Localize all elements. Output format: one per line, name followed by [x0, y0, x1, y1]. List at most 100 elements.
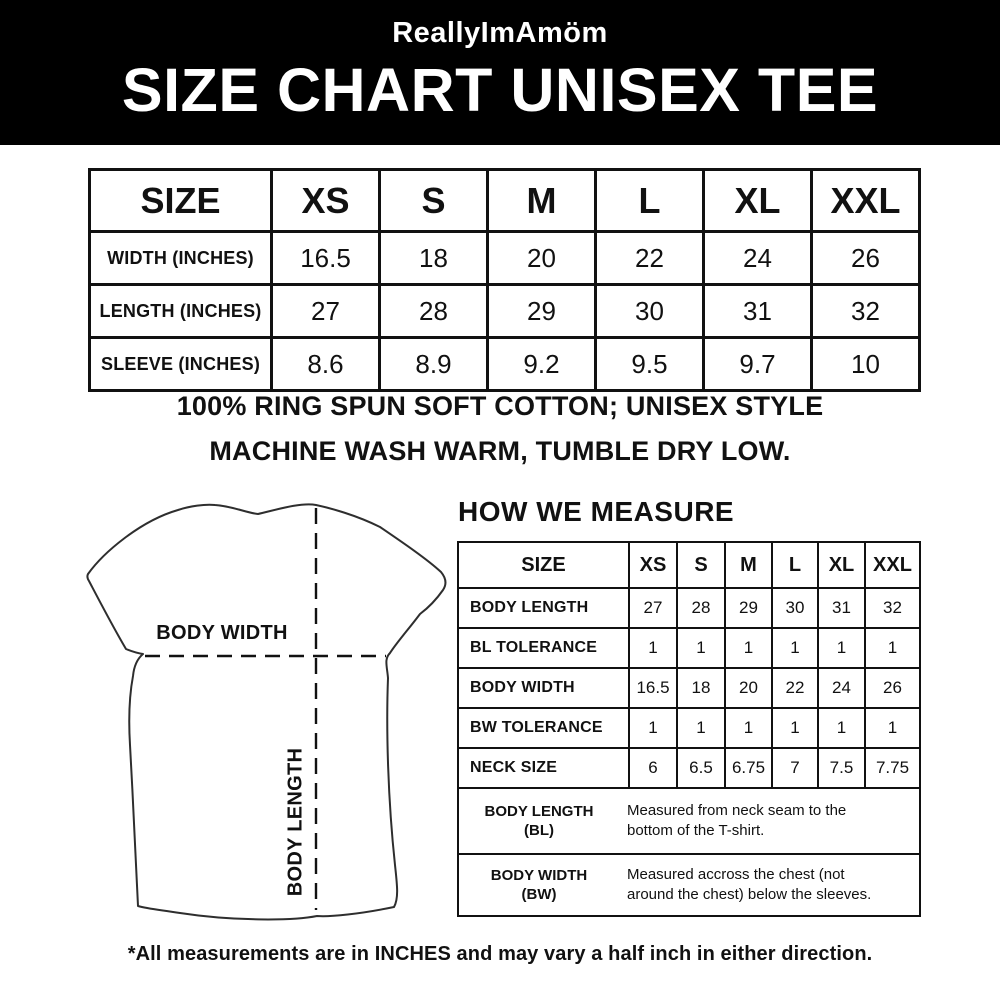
- row-label-cell: WIDTH (INCHES): [88, 230, 273, 286]
- value-cell: 27: [270, 283, 381, 339]
- value-cell: 1: [771, 707, 819, 749]
- value-cell: 31: [702, 283, 813, 339]
- measure-col-header: XL: [817, 541, 866, 589]
- value-cell: 31: [817, 587, 866, 629]
- definition-term-text: BODY LENGTH: [484, 802, 594, 820]
- size-table: SIZE XS S M L XL XXL WIDTH (INCHES) 16.5…: [88, 168, 921, 392]
- value-cell: 9.2: [486, 336, 597, 392]
- measure-table-header-row: SIZE XS S M L XL XXL: [457, 541, 921, 589]
- value-cell: 20: [486, 230, 597, 286]
- measure-col-header: XXL: [864, 541, 921, 589]
- value-cell: 1: [864, 627, 921, 669]
- value-cell: 32: [864, 587, 921, 629]
- value-cell: 26: [864, 667, 921, 709]
- size-col-header: XXL: [810, 168, 921, 233]
- size-col-header: S: [378, 168, 489, 233]
- value-cell: 1: [628, 707, 678, 749]
- value-cell: 24: [702, 230, 813, 286]
- row-label-cell: BW TOLERANCE: [457, 707, 630, 749]
- definition-cell: BODY LENGTH (BL) Measured from neck seam…: [457, 787, 921, 855]
- table-row-bw-tolerance: BW TOLERANCE 1 1 1 1 1 1: [457, 707, 921, 749]
- body-width-label: BODY WIDTH: [156, 622, 288, 644]
- table-row-body-width: BODY WIDTH 16.5 18 20 22 24 26: [457, 667, 921, 709]
- definition-term-abbr: (BW): [521, 886, 557, 903]
- how-we-measure-heading: HOW WE MEASURE: [458, 496, 735, 527]
- size-col-header: M: [486, 168, 597, 233]
- definition: BODY LENGTH (BL) Measured from neck seam…: [459, 789, 919, 853]
- value-cell: 9.7: [702, 336, 813, 392]
- care-line-2: MACHINE WASH WARM, TUMBLE DRY LOW.: [209, 436, 791, 466]
- value-cell: 18: [676, 667, 726, 709]
- value-cell: 1: [676, 627, 726, 669]
- body-length-label: BODY LENGTH: [284, 747, 307, 897]
- value-cell: 6: [628, 747, 678, 789]
- table-row-sleeve: SLEEVE (INCHES) 8.6 8.9 9.2 9.5 9.7 10: [88, 336, 921, 392]
- row-label-cell: BL TOLERANCE: [457, 627, 630, 669]
- value-cell: 20: [724, 667, 773, 709]
- value-cell: 27: [628, 587, 678, 629]
- value-cell: 30: [594, 283, 705, 339]
- measure-header-cell: SIZE: [457, 541, 630, 589]
- value-cell: 6.5: [676, 747, 726, 789]
- measure-table: SIZE XS S M L XL XXL BODY LENGTH 27 28 2…: [457, 541, 921, 917]
- row-label-cell: LENGTH (INCHES): [88, 283, 273, 339]
- size-table-header-row: SIZE XS S M L XL XXL: [88, 168, 921, 233]
- definition-description: Measured accross the chest (not around t…: [627, 865, 872, 903]
- value-cell: 8.9: [378, 336, 489, 392]
- definition: BODY WIDTH (BW) Measured accross the che…: [459, 855, 919, 915]
- value-cell: 9.5: [594, 336, 705, 392]
- definition-term-text: BODY WIDTH: [490, 866, 588, 884]
- value-cell: 7.5: [817, 747, 866, 789]
- table-row-width: WIDTH (INCHES) 16.5 18 20 22 24 26: [88, 230, 921, 286]
- measure-col-header: M: [724, 541, 773, 589]
- value-cell: 32: [810, 283, 921, 339]
- value-cell: 1: [676, 707, 726, 749]
- table-row-neck-size: NECK SIZE 6 6.5 6.75 7 7.5 7.75: [457, 747, 921, 789]
- size-col-header: XL: [702, 168, 813, 233]
- tshirt-diagram: [86, 503, 447, 921]
- definition-row-body-length: BODY LENGTH (BL) Measured from neck seam…: [457, 787, 921, 855]
- value-cell: 1: [817, 627, 866, 669]
- definition-term-abbr: (BL): [524, 822, 554, 839]
- footnote: *All measurements are in INCHES and may …: [127, 943, 873, 965]
- value-cell: 30: [771, 587, 819, 629]
- value-cell: 28: [676, 587, 726, 629]
- value-cell: 29: [724, 587, 773, 629]
- page-title: SIZE CHART UNISEX TEE: [121, 56, 879, 124]
- definition-description: Measured from neck seam to the bottom of…: [627, 801, 847, 839]
- measure-col-header: S: [676, 541, 726, 589]
- measure-col-header: L: [771, 541, 819, 589]
- brand-logo: ReallyImAmöm: [392, 17, 608, 49]
- size-col-header: L: [594, 168, 705, 233]
- table-row-length: LENGTH (INCHES) 27 28 29 30 31 32: [88, 283, 921, 339]
- value-cell: 7: [771, 747, 819, 789]
- row-label-cell: SLEEVE (INCHES): [88, 336, 273, 392]
- row-label-cell: NECK SIZE: [457, 747, 630, 789]
- value-cell: 22: [594, 230, 705, 286]
- value-cell: 22: [771, 667, 819, 709]
- value-cell: 26: [810, 230, 921, 286]
- value-cell: 1: [817, 707, 866, 749]
- size-col-header: XS: [270, 168, 381, 233]
- value-cell: 1: [771, 627, 819, 669]
- measure-col-header: XS: [628, 541, 678, 589]
- row-label-cell: BODY WIDTH: [457, 667, 630, 709]
- value-cell: 28: [378, 283, 489, 339]
- value-cell: 7.75: [864, 747, 921, 789]
- row-label-cell: BODY LENGTH: [457, 587, 630, 629]
- value-cell: 18: [378, 230, 489, 286]
- definition-term: BODY LENGTH (BL): [463, 802, 615, 841]
- value-cell: 16.5: [628, 667, 678, 709]
- value-cell: 10: [810, 336, 921, 392]
- value-cell: 6.75: [724, 747, 773, 789]
- value-cell: 24: [817, 667, 866, 709]
- definition-term: BODY WIDTH (BW): [463, 866, 615, 905]
- value-cell: 1: [628, 627, 678, 669]
- value-cell: 29: [486, 283, 597, 339]
- tshirt-outline: [86, 503, 447, 921]
- care-line-1: 100% RING SPUN SOFT COTTON; UNISEX STYLE: [176, 391, 824, 421]
- care-instructions: 100% RING SPUN SOFT COTTON; UNISEX STYLE…: [0, 384, 1000, 474]
- size-header-cell: SIZE: [88, 168, 273, 233]
- table-row-body-length: BODY LENGTH 27 28 29 30 31 32: [457, 587, 921, 629]
